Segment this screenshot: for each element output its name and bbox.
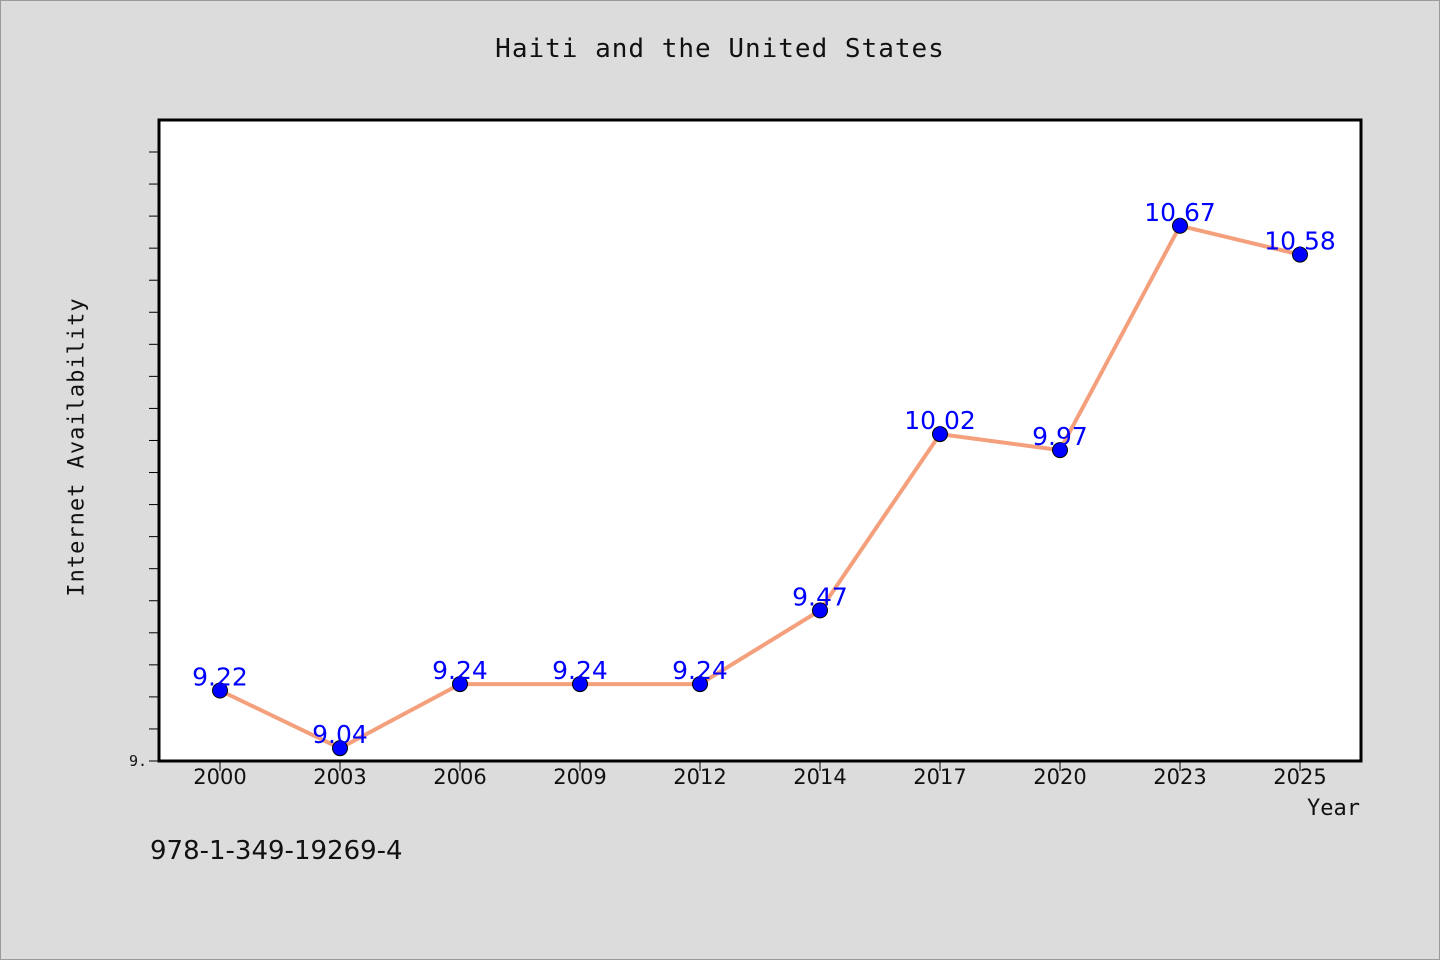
x-tick-label: 2012 bbox=[673, 765, 726, 789]
x-tick-label: 2023 bbox=[1153, 765, 1206, 789]
data-point bbox=[932, 426, 948, 443]
x-tick-label: 2025 bbox=[1273, 765, 1326, 789]
data-point bbox=[1172, 217, 1188, 234]
data-label: 9.24 bbox=[432, 656, 488, 685]
data-point bbox=[812, 602, 828, 619]
x-tick-label: 2006 bbox=[433, 765, 486, 789]
series-markers bbox=[212, 217, 1308, 757]
x-tick-label: 2003 bbox=[313, 765, 366, 789]
data-point bbox=[1052, 442, 1068, 459]
data-label: 10.67 bbox=[1144, 198, 1216, 227]
data-label: 9.97 bbox=[1032, 422, 1088, 451]
data-label: 9.47 bbox=[792, 582, 848, 611]
data-label: 10.58 bbox=[1264, 227, 1336, 256]
x-tick-label: 2017 bbox=[913, 765, 966, 789]
data-labels: 9.22 9.04 9.24 9.24 9.24 9.47 10.02 9.97 10.67 10… bbox=[192, 198, 1336, 749]
y-tick-label: 9. bbox=[129, 752, 147, 770]
x-axis-ticks: 2000 2003 2006 2009 2012 2014 2017 2020 2023 2025 bbox=[193, 761, 1327, 789]
data-label: 9.22 bbox=[192, 662, 248, 691]
x-tick-label: 2000 bbox=[193, 765, 246, 789]
y-axis-ticks: 9. bbox=[129, 151, 159, 770]
data-point bbox=[572, 676, 588, 693]
data-label: 9.04 bbox=[312, 720, 368, 749]
x-tick-label: 2014 bbox=[793, 765, 846, 789]
data-label: 9.24 bbox=[672, 656, 728, 685]
data-point bbox=[692, 676, 708, 693]
x-axis-label: Year bbox=[1307, 796, 1360, 821]
plot-area bbox=[157, 118, 1363, 763]
data-point bbox=[212, 682, 228, 699]
data-label: 10.02 bbox=[904, 406, 976, 435]
data-label: 9.24 bbox=[552, 656, 608, 685]
isbn-footer: 978-1-349-19269-4 bbox=[150, 836, 403, 866]
series-line bbox=[219, 223, 1301, 751]
chart-title: Haiti and the United States bbox=[495, 34, 945, 64]
x-tick-label: 2020 bbox=[1033, 765, 1086, 789]
data-point bbox=[1292, 246, 1308, 263]
data-point bbox=[452, 676, 468, 693]
data-point bbox=[332, 740, 348, 757]
x-tick-label: 2009 bbox=[553, 765, 606, 789]
